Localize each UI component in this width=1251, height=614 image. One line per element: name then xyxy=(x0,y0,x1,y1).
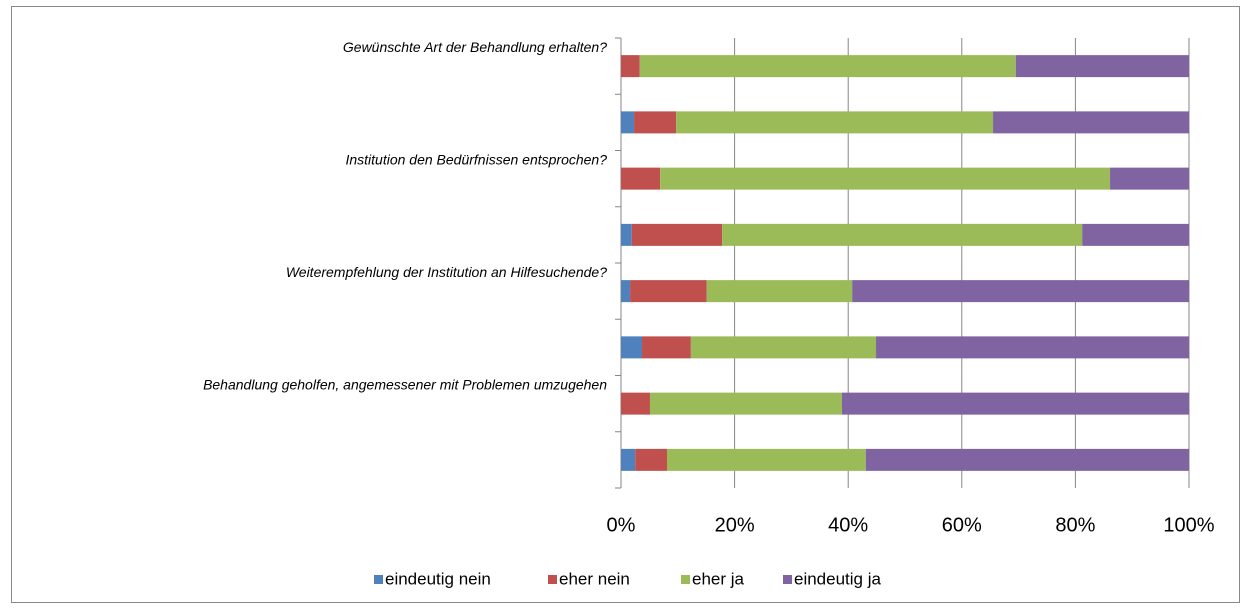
legend-label: eindeutig ja xyxy=(794,569,882,588)
bar-segment xyxy=(634,111,677,134)
legend-swatch xyxy=(548,575,557,584)
legend-label: eher nein xyxy=(559,569,630,588)
bar-segment xyxy=(649,392,842,415)
bar-segment xyxy=(621,336,643,359)
chart-frame xyxy=(11,6,1240,603)
x-tick-label: 80% xyxy=(1055,514,1095,536)
bar-segment xyxy=(639,55,1016,78)
y-tick-label: Gewünschte Art der Behandlung erhalten? xyxy=(343,39,607,55)
bar-segment xyxy=(621,280,631,303)
x-tick-label: 40% xyxy=(828,514,868,536)
bar-segment xyxy=(621,448,636,471)
legend-label: eindeutig nein xyxy=(385,569,491,588)
bar-segment xyxy=(621,223,632,246)
bar-segment xyxy=(1015,55,1189,78)
bar-segment xyxy=(621,392,650,415)
bar-segment xyxy=(841,392,1189,415)
bar-segment xyxy=(852,280,1189,303)
y-tick-label: Weiterempfehlung der Institution an Hilf… xyxy=(286,264,607,280)
bar-segment xyxy=(1082,223,1189,246)
legend-swatch xyxy=(783,575,792,584)
bar-segment xyxy=(667,448,866,471)
bar-segment xyxy=(621,167,661,190)
bar-segment xyxy=(642,336,691,359)
bar-segment xyxy=(722,223,1083,246)
bar-segment xyxy=(635,448,668,471)
y-tick-label: Institution den Bedürfnissen entsprochen… xyxy=(345,151,607,167)
bar-segment xyxy=(676,111,994,134)
bar-segment xyxy=(706,280,853,303)
x-tick-label: 20% xyxy=(715,514,755,536)
bar-segment xyxy=(621,55,640,78)
bar-segment xyxy=(690,336,877,359)
bar-segment xyxy=(660,167,1111,190)
legend-label: eher ja xyxy=(692,569,745,588)
bar-segment xyxy=(1110,167,1189,190)
legend-swatch xyxy=(374,575,383,584)
y-tick-label: Behandlung geholfen, angemessener mit Pr… xyxy=(203,376,607,392)
bar-segment xyxy=(630,280,707,303)
x-tick-label: 60% xyxy=(942,514,982,536)
bar-segment xyxy=(993,111,1189,134)
x-tick-label: 100% xyxy=(1163,514,1214,536)
bar-segment xyxy=(621,111,635,134)
bar-segment xyxy=(876,336,1189,359)
legend-swatch xyxy=(681,575,690,584)
x-tick-label: 0% xyxy=(607,514,636,536)
bar-segment xyxy=(865,448,1189,471)
bar-segment xyxy=(631,223,723,246)
